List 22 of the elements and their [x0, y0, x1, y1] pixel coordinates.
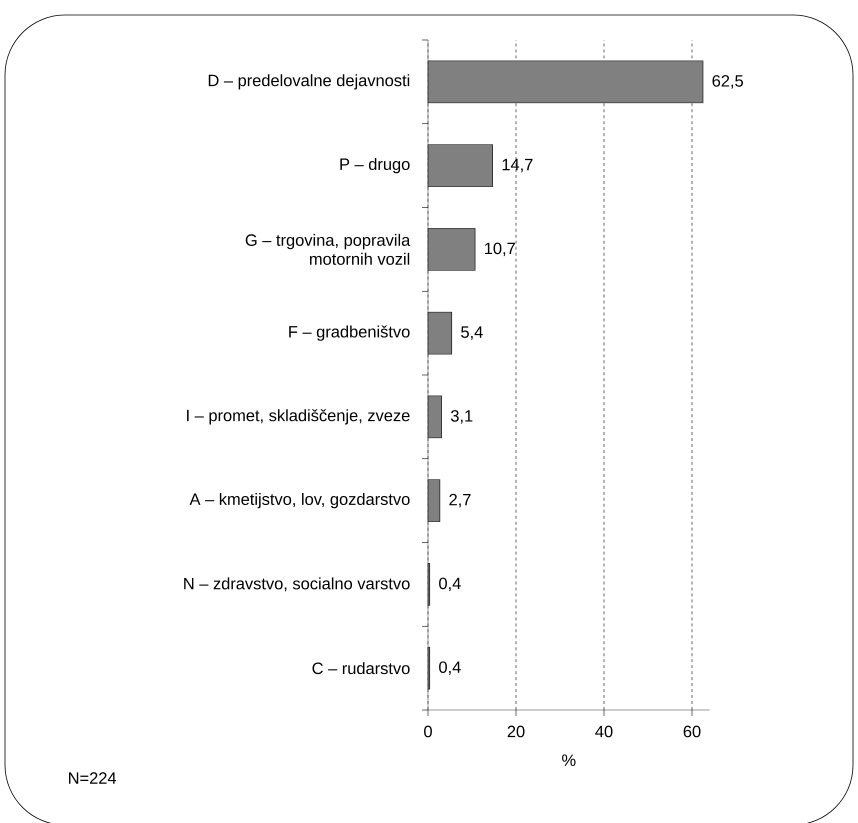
x-tick-label: 20 — [508, 726, 524, 738]
x-axis-title: % — [562, 754, 576, 766]
data-label: 0,4 — [439, 578, 461, 592]
y-tick-label: I – promet, skladiščenje, zveze — [187, 409, 410, 425]
data-label: 2,7 — [449, 494, 471, 508]
y-tick-label: F – gradbeništvo — [289, 325, 410, 341]
data-label: 5,4 — [461, 326, 483, 340]
text: N=224 — [69, 772, 116, 784]
x-tick-label: 40 — [595, 726, 612, 738]
y-tick-label: C – rudarstvo — [312, 662, 410, 674]
y-tick-label: A – kmetijstvo, lov, gozdarstvo — [190, 492, 410, 508]
x-tick-label: 0 — [424, 726, 432, 738]
y-tick-label: G – trgovina, popravila motornih vozil — [246, 234, 410, 265]
data-label: 10,7 — [485, 242, 515, 256]
data-label: 62,5 — [712, 75, 743, 89]
y-tick-label: P – drugo — [340, 158, 410, 174]
data-label: 3,1 — [450, 410, 472, 424]
data-label: 0,4 — [439, 661, 461, 675]
y-tick-label: D – predelovalne dejavnosti — [208, 74, 410, 90]
y-tick-label: N – zdravstvo, socialno varstvo — [184, 577, 410, 592]
x-tick-label: 60 — [684, 726, 700, 738]
data-label: 14,7 — [502, 158, 533, 172]
